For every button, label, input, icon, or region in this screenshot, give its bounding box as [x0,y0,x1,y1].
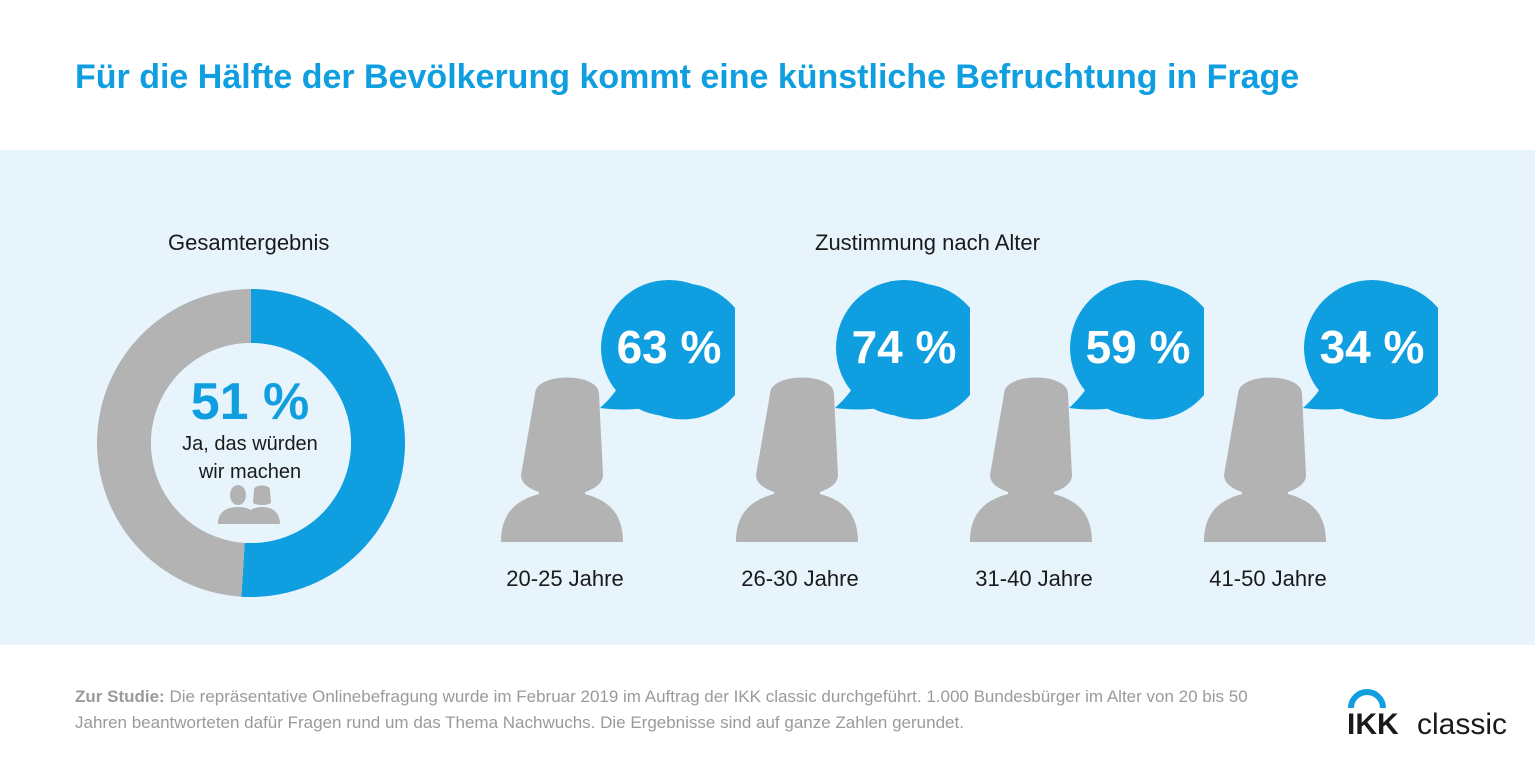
donut-hole [151,343,351,543]
speech-bubble-circle [1070,280,1204,416]
age-group: 74 % 26-30 Jahre [730,280,970,600]
two-people-icon [218,485,280,524]
ikk-classic-logo: IKK classic [1345,684,1515,741]
age-group: 59 % 31-40 Jahre [964,280,1204,600]
logo-bold-text: IKK [1347,708,1399,740]
woman-silhouette-icon [736,377,858,542]
logo-light-text: classic [1417,708,1507,740]
woman-silhouette-icon [970,377,1092,542]
speech-bubble-circle [601,280,735,416]
age-group-graphic [501,280,735,542]
study-note: Zur Studie: Die repräsentative Onlinebef… [75,684,1255,736]
age-value-label: 59 % [1085,321,1191,373]
page-title: Für die Hälfte der Bevölkerung kommt ein… [75,58,1300,96]
donut-slice-rest [96,289,252,597]
age-category-label: 41-50 Jahre [1209,566,1327,591]
speech-bubble-circle [1304,280,1438,416]
age-category-label: 20-25 Jahre [506,566,624,591]
age-group: 34 % 41-50 Jahre [1198,280,1438,600]
age-category-label: 31-40 Jahre [975,566,1093,591]
overall-label: Gesamtergebnis [168,230,330,255]
age-value-label: 63 % [616,321,722,373]
age-group-graphic [970,280,1204,542]
study-note-text: Die repräsentative Onlinebefragung wurde… [75,687,1248,732]
age-category-label: 26-30 Jahre [741,566,859,591]
overall-value-label: 51 % [190,373,310,431]
overall-donut-chart [96,289,405,597]
woman-silhouette-icon [501,377,623,542]
age-group-graphic [736,280,970,542]
overall-caption-line2: wir machen [198,461,302,483]
overall-caption: Ja, das würden wir machen [150,430,350,486]
age-group: 63 % 20-25 Jahre [495,280,735,600]
age-group-graphic [1204,280,1438,542]
speech-bubble-circle [836,280,970,416]
overall-caption-line1: Ja, das würden [182,433,318,455]
woman-silhouette-icon [1204,377,1326,542]
study-note-label: Zur Studie: [75,687,165,706]
donut-slice-yes [241,289,405,597]
age-value-label: 74 % [851,321,957,373]
age-value-label: 34 % [1319,321,1425,373]
by-age-label: Zustimmung nach Alter [815,230,1040,255]
